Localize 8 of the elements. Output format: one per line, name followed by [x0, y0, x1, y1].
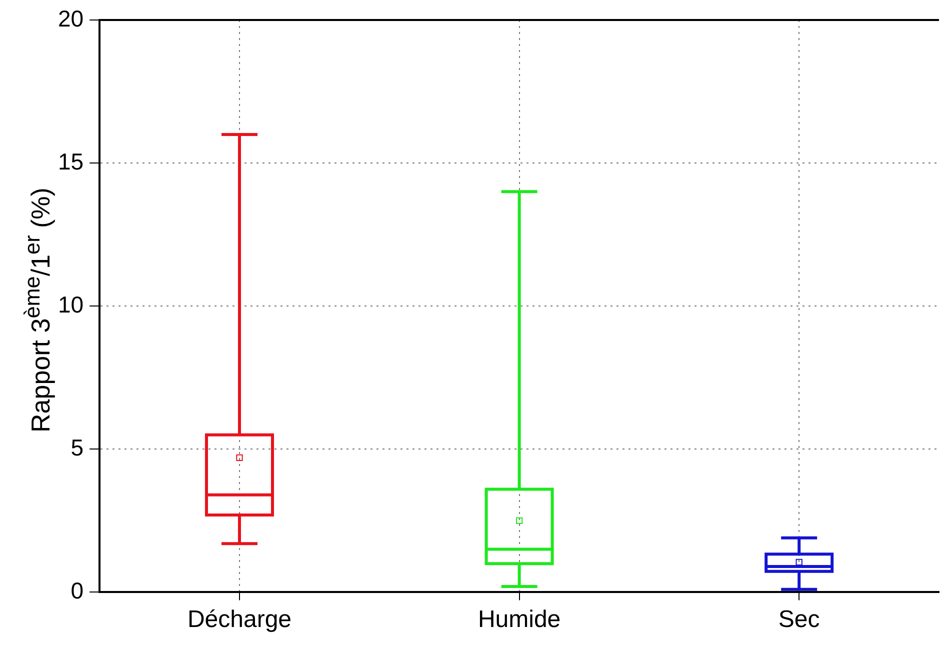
- x-tick-label: Humide: [478, 606, 561, 634]
- y-tick-label: 5: [70, 434, 84, 460]
- x-tick-label: Décharge: [187, 606, 292, 634]
- y-tick-label: 0: [70, 578, 84, 604]
- x-tick-label: Sec: [778, 606, 820, 634]
- y-tick-label: 20: [58, 5, 84, 32]
- y-tick-label: 10: [58, 291, 84, 318]
- y-tick-label: 15: [58, 148, 84, 174]
